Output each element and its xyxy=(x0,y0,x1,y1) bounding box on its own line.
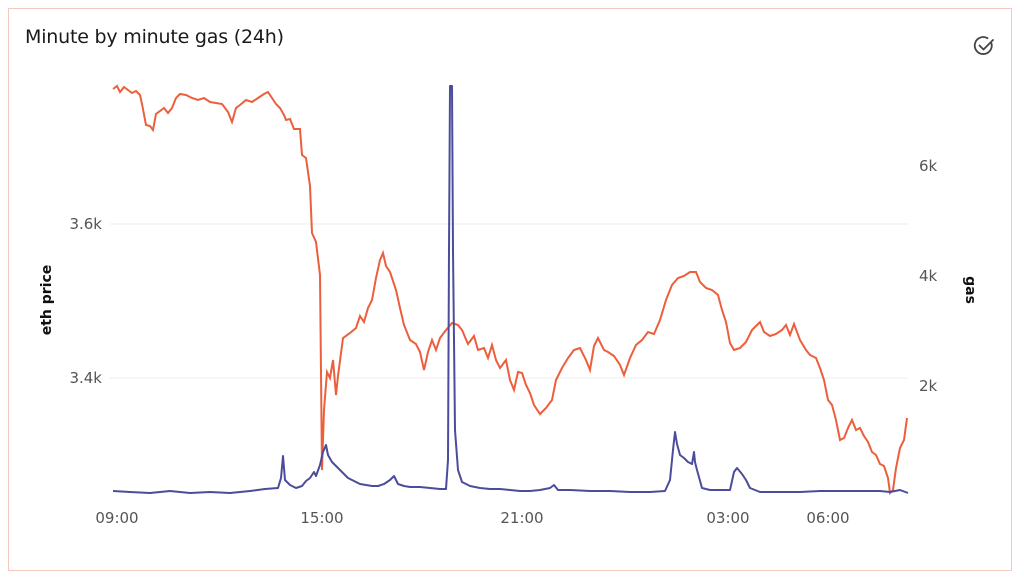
check-circle-icon[interactable] xyxy=(972,34,996,58)
y-left-tick-3.6k: 3.6k xyxy=(69,215,102,233)
y-right-tick-6k: 6k xyxy=(919,157,938,175)
eth-price-line xyxy=(112,84,908,496)
x-tick-0600: 06:00 xyxy=(806,509,849,527)
y-left-axis-label: eth price xyxy=(39,265,55,336)
x-tick-0300: 03:00 xyxy=(706,509,749,527)
y-right-tick-4k: 4k xyxy=(919,267,938,285)
x-tick-2100: 21:00 xyxy=(500,509,543,527)
y-right-axis-label: gas xyxy=(962,276,978,304)
y-right-tick-2k: 2k xyxy=(919,377,938,395)
y-left-tick-3.4k: 3.4k xyxy=(69,369,102,387)
x-tick-1500: 15:00 xyxy=(300,509,343,527)
gas-line xyxy=(112,85,909,494)
chart-title: Minute by minute gas (24h) xyxy=(25,26,284,48)
x-tick-0900: 09:00 xyxy=(95,509,138,527)
